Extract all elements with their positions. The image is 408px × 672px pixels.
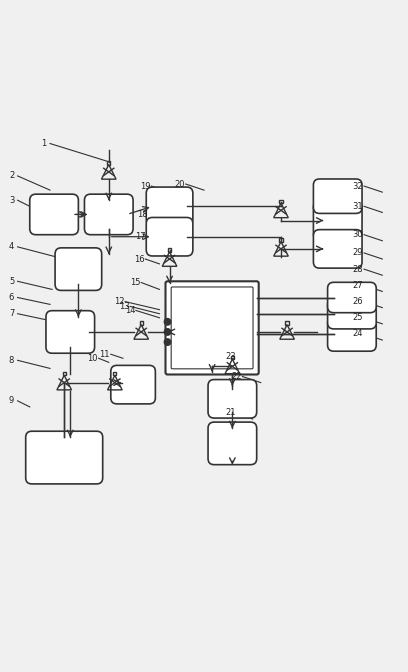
Text: 2: 2 [9,171,14,181]
FancyBboxPatch shape [313,201,362,240]
Text: 29: 29 [353,249,363,257]
FancyBboxPatch shape [328,317,376,351]
Text: 27: 27 [353,281,363,290]
Text: 7: 7 [9,309,14,319]
Text: 5: 5 [9,277,14,286]
FancyBboxPatch shape [328,282,376,312]
Text: 1: 1 [41,139,47,148]
Bar [279,200,283,203]
Text: 31: 31 [353,202,363,211]
Text: 26: 26 [353,297,363,306]
Bar [62,372,66,375]
Text: 20: 20 [175,179,185,189]
Text: 24: 24 [353,329,363,339]
Text: 9: 9 [9,396,14,405]
Text: 10: 10 [87,353,98,363]
Bar [140,321,143,325]
Text: 30: 30 [353,230,363,239]
Text: 12: 12 [114,297,124,306]
Text: 28: 28 [353,265,363,274]
Circle shape [164,329,171,335]
Bar [168,249,171,252]
Text: 21: 21 [225,409,235,417]
FancyBboxPatch shape [26,431,103,484]
FancyBboxPatch shape [146,218,193,256]
Circle shape [164,339,171,345]
Text: 17: 17 [135,233,146,241]
FancyBboxPatch shape [171,287,253,369]
Text: 15: 15 [130,278,140,287]
FancyBboxPatch shape [55,248,102,290]
Text: 23: 23 [225,351,236,361]
Text: 8: 8 [9,355,14,365]
Text: 25: 25 [353,313,363,323]
Bar [286,321,289,325]
Text: 6: 6 [9,293,14,302]
FancyBboxPatch shape [328,298,376,329]
Bar [113,372,117,375]
Text: 18: 18 [137,210,147,219]
FancyBboxPatch shape [84,194,133,235]
Text: 16: 16 [134,255,144,263]
Text: 19: 19 [140,181,151,191]
Bar [279,239,283,241]
FancyBboxPatch shape [111,366,155,404]
FancyBboxPatch shape [313,179,362,214]
FancyBboxPatch shape [46,310,95,353]
Circle shape [164,319,171,325]
Bar [107,161,111,165]
Text: 4: 4 [9,243,14,251]
FancyBboxPatch shape [208,422,257,464]
Text: 32: 32 [353,181,363,191]
FancyBboxPatch shape [30,194,78,235]
FancyBboxPatch shape [208,380,257,418]
Text: 14: 14 [124,306,135,315]
FancyBboxPatch shape [313,230,362,268]
FancyBboxPatch shape [146,187,193,226]
Text: 13: 13 [119,302,129,311]
Text: 3: 3 [9,196,14,205]
Text: 22: 22 [231,372,242,381]
FancyBboxPatch shape [166,282,259,374]
Text: 11: 11 [100,349,110,359]
Bar [231,355,234,359]
